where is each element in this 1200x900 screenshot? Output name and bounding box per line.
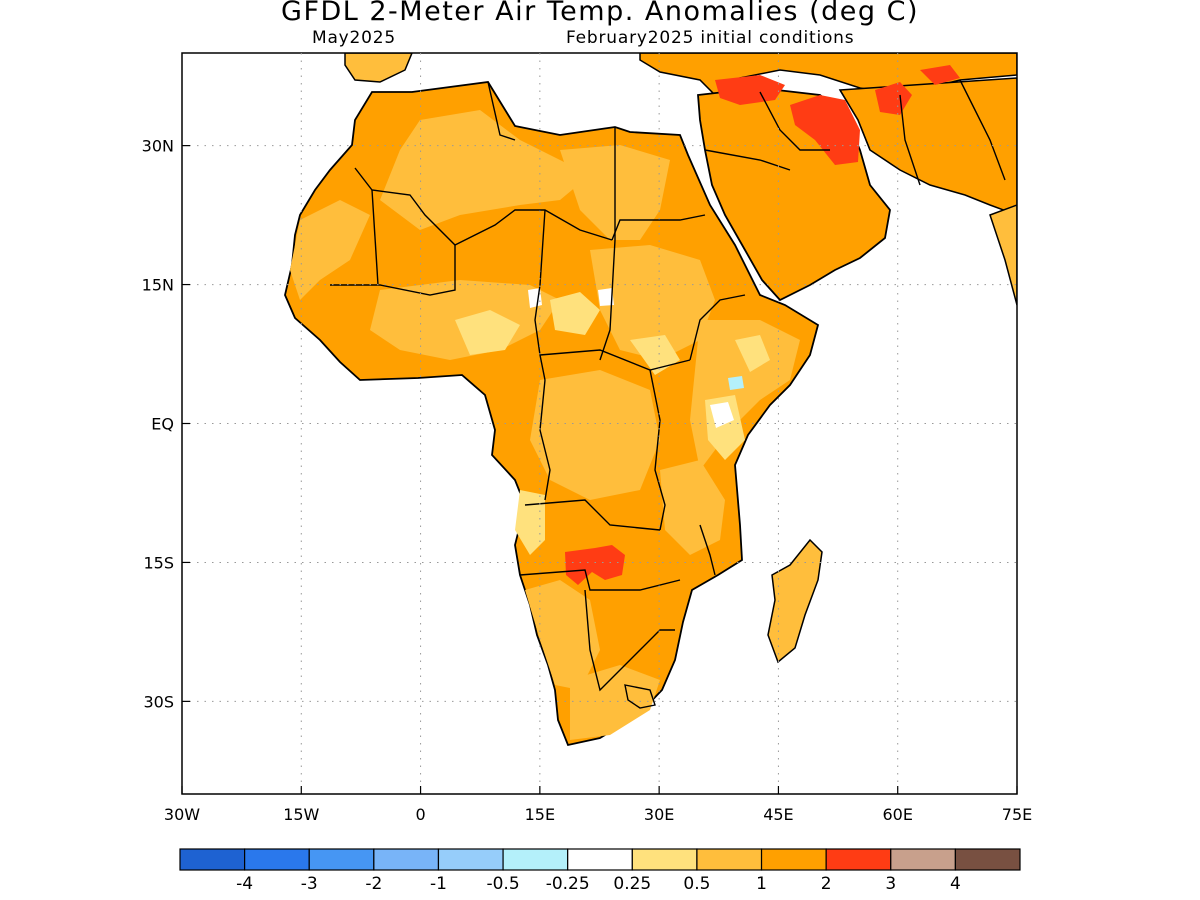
zone-somalia-neutral [710, 402, 734, 428]
colorbar-swatch [696, 848, 763, 871]
lat-tick-label: 15S [143, 553, 174, 572]
colorbar-swatch [179, 848, 246, 871]
colorbar-swatch [825, 848, 892, 871]
colorbar-label: -1 [430, 874, 447, 894]
zone-sudan-light [590, 245, 715, 360]
lon-tick-label: 30W [164, 805, 200, 824]
colorbar-label: -4 [236, 874, 253, 894]
colorbar-swatch [631, 848, 698, 871]
lon-tick-label: 75E [1002, 805, 1032, 824]
colorbar-swatch [954, 848, 1021, 871]
zone-eastafrica-light [660, 460, 725, 555]
latitude-ticks: 30N 15N EQ 15S 30S [142, 137, 190, 711]
colorbar-swatch [567, 848, 633, 871]
colorbar-swatch [760, 848, 827, 871]
hotspot-zambia-angola [565, 545, 625, 585]
colorbar-label: -0.25 [546, 874, 590, 894]
valid-month-label: May2025 [312, 28, 397, 48]
europe-land [344, 53, 413, 83]
colorbar-label: 0.5 [683, 874, 710, 894]
zone-ethiopia-pale [735, 335, 770, 372]
zone-southafrica-light [570, 665, 660, 740]
colorbar-swatch [502, 848, 569, 871]
zone-sahel-pale [455, 310, 520, 355]
colorbar-label: -2 [365, 874, 382, 894]
zone-congo-light [530, 370, 660, 500]
lon-tick-label: 0 [415, 805, 425, 824]
madagascar-land [767, 538, 823, 664]
country-borders [330, 79, 1006, 709]
lon-tick-label: 30E [644, 805, 674, 824]
lat-tick-label: 15N [142, 276, 174, 295]
zone-westafrica-light [290, 200, 370, 300]
colorbar-swatch [308, 848, 375, 871]
lon-tick-label: 60E [882, 805, 912, 824]
hotspot-iraq [790, 95, 860, 165]
zone-sahara-light [380, 110, 590, 230]
colorbar-label: -3 [301, 874, 318, 894]
hotspot-levant [715, 75, 785, 105]
colorbar-label: 3 [885, 874, 896, 894]
hotspot-turkmenistan [920, 65, 960, 85]
colorbar-swatch [244, 848, 310, 871]
colorbar-swatch [437, 848, 504, 871]
colorbar-label: 1 [756, 874, 767, 894]
lon-tick-label: 15W [283, 805, 319, 824]
init-conditions-label: February2025 initial conditions [566, 28, 855, 48]
india-land [989, 204, 1017, 306]
colorbar-swatch [890, 848, 956, 871]
zone-sudan-neutral [598, 288, 614, 306]
map-land-layer [284, 53, 1017, 747]
colorbar-swatch [373, 848, 440, 871]
lon-tick-label: 15E [525, 805, 555, 824]
zone-chad-pale [550, 292, 600, 335]
colorbar: -4 -3 -2 -1 -0.5 -0.25 0.25 0.5 1 2 3 4 [179, 848, 1021, 894]
lat-tick-label: 30N [142, 137, 174, 156]
lon-tick-label: 45E [763, 805, 793, 824]
hotspot-iran [875, 82, 912, 115]
map-title: GFDL 2-Meter Air Temp. Anomalies (deg C) [281, 0, 919, 27]
colorbar-label: -0.5 [486, 874, 519, 894]
lat-tick-label: EQ [151, 415, 174, 434]
zone-chad-neutral [528, 288, 542, 308]
zone-horn-cool [728, 376, 744, 390]
colorbar-label: 2 [821, 874, 832, 894]
longitude-ticks: 30W 15W 0 15E 30E 45E 60E 75E [164, 786, 1032, 824]
zone-namibia-light [525, 580, 600, 690]
lat-tick-label: 30S [143, 692, 174, 711]
colorbar-label: 4 [950, 874, 961, 894]
zone-namibia-coast-pale [515, 490, 545, 555]
colorbar-label: 0.25 [613, 874, 651, 894]
